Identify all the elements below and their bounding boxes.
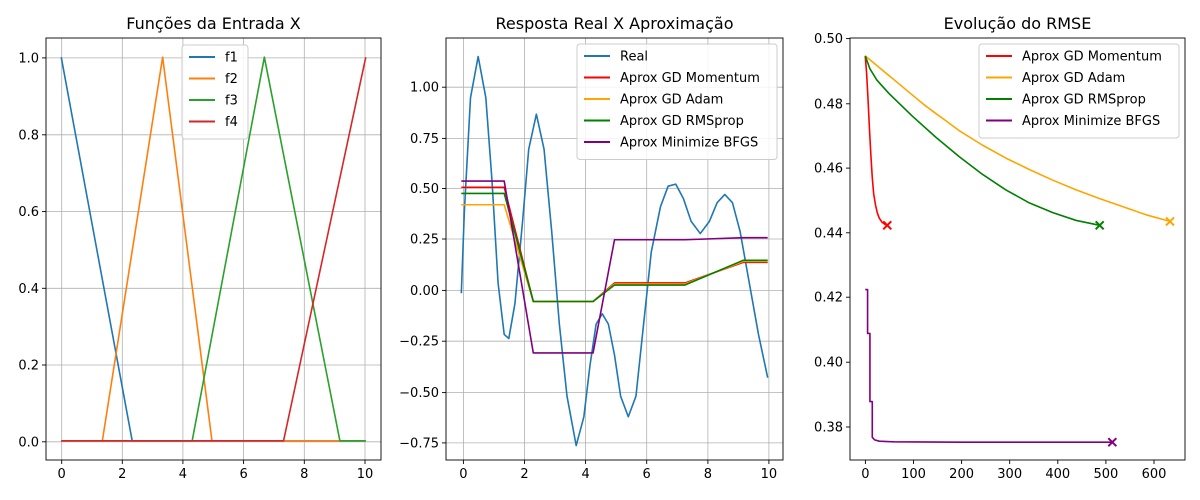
y-tick-label: −0.25 — [399, 335, 439, 350]
y-tick-label: 0.4 — [18, 282, 39, 297]
series-line-aprox-gd-adam — [461, 203, 768, 303]
chart-panel-2: 0 2 4 6 8 10 −0.75 −0.50 −0.25 0.00 0.25 0.50 0.75 1.… — [399, 14, 784, 482]
x-tick-label: 6 — [239, 467, 247, 482]
chart-panel-1: 0 2 4 6 8 10 0.0 0.2 0.4 0.6 0.8 1.0 Funções da Entr… — [18, 14, 382, 482]
x-tick-label: 8 — [704, 467, 712, 482]
series-line-real — [460, 55, 769, 447]
y-tick-label: 0.00 — [410, 284, 439, 299]
y-tick-label: 0.2 — [18, 359, 39, 374]
legend: Real Aprox GD Momentum Aprox GD Adam Aprox … — [576, 43, 778, 160]
x-tick-label: 100 — [901, 467, 926, 482]
series-line-aprox-gd-rmsprop — [864, 55, 1100, 227]
legend-label: Aprox GD RMSprop — [1022, 93, 1146, 108]
y-tick-label: 0.42 — [814, 291, 843, 306]
series-line-aprox-gd-rmsprop — [461, 192, 768, 303]
x-tick-label: 8 — [300, 467, 308, 482]
x-tick-label: 2 — [520, 467, 528, 482]
legend-label: f2 — [225, 72, 238, 87]
legend-label: f1 — [225, 51, 238, 66]
legend: f1 f2 f3 f4 — [181, 44, 249, 140]
series-end-marker — [1094, 220, 1105, 231]
plot-frame — [849, 37, 1186, 461]
plot-frame — [445, 37, 784, 461]
plot-frame — [45, 37, 382, 461]
chart-title: Evolução do RMSE — [944, 14, 1092, 33]
chart-panel-3: 0 100 200 300 400 500 600 0.38 0.40 0.42 0.44 0.46 0… — [814, 14, 1186, 482]
legend-label: Aprox Minimize BFGS — [620, 136, 758, 151]
x-tick-label: 10 — [357, 467, 374, 482]
x-tick-label: 300 — [997, 467, 1022, 482]
y-tick-label: −0.50 — [399, 386, 439, 401]
legend-box — [181, 44, 249, 140]
legend: Aprox GD Momentum Aprox GD Adam Aprox GD R… — [978, 43, 1180, 139]
y-tick-label: 0.75 — [410, 132, 439, 147]
y-tick-label: 0.8 — [18, 128, 39, 143]
x-tick-label: 4 — [179, 467, 187, 482]
x-tick-label: 500 — [1093, 467, 1118, 482]
series-line-aprox-minimize-bfgs — [865, 288, 1113, 443]
legend-label: Real — [620, 50, 648, 65]
y-tick-label: 0.50 — [410, 182, 439, 197]
y-tick-label: 0.46 — [814, 162, 843, 177]
x-tick-label: 600 — [1142, 467, 1167, 482]
y-tick-label: 1.00 — [410, 81, 439, 96]
series-line-f4 — [61, 57, 367, 442]
series-line-aprox-gd-momentum — [864, 55, 888, 227]
x-tick-label: 10 — [761, 467, 778, 482]
legend-label: Aprox GD Momentum — [1022, 50, 1162, 65]
y-tick-label: 0.50 — [814, 32, 843, 47]
x-tick-label: 6 — [643, 467, 651, 482]
series-end-marker — [1165, 216, 1175, 227]
legend-label: Aprox GD Adam — [620, 93, 723, 108]
x-tick-label: 2 — [118, 467, 126, 482]
legend-label: f4 — [225, 115, 238, 130]
legend-label: Aprox GD Momentum — [620, 71, 760, 86]
y-tick-label: 0.0 — [18, 435, 39, 450]
legend-label: Aprox Minimize BFGS — [1022, 114, 1160, 129]
y-tick-label: 1.0 — [18, 51, 39, 66]
series-end-marker — [1107, 437, 1118, 447]
legend-label: f3 — [225, 94, 238, 109]
x-tick-label: 0 — [58, 467, 66, 482]
x-tick-label: 0 — [459, 467, 467, 482]
legend-box — [576, 43, 778, 160]
y-tick-label: 0.6 — [18, 205, 39, 220]
y-tick-label: −0.75 — [399, 436, 439, 451]
series-line-aprox-gd-adam — [864, 55, 1171, 223]
chart-title: Funções da Entrada X — [126, 14, 300, 33]
y-tick-label: 0.48 — [814, 97, 843, 112]
x-tick-label: 4 — [581, 467, 589, 482]
y-tick-label: 0.38 — [814, 421, 843, 436]
legend-label: Aprox GD Adam — [1022, 71, 1125, 86]
legend-label: Aprox GD RMSprop — [620, 114, 744, 129]
legend-box — [978, 43, 1180, 139]
series-end-marker — [882, 220, 892, 231]
y-tick-label: 0.44 — [814, 226, 843, 241]
y-tick-label: 0.40 — [814, 356, 843, 371]
x-tick-label: 200 — [949, 467, 974, 482]
x-tick-label: 400 — [1045, 467, 1070, 482]
series-line-aprox-minimize-bfgs — [461, 180, 768, 354]
x-tick-label: 0 — [861, 467, 869, 482]
y-tick-label: 0.25 — [410, 233, 439, 248]
chart-title: Resposta Real X Aproximação — [496, 14, 734, 33]
